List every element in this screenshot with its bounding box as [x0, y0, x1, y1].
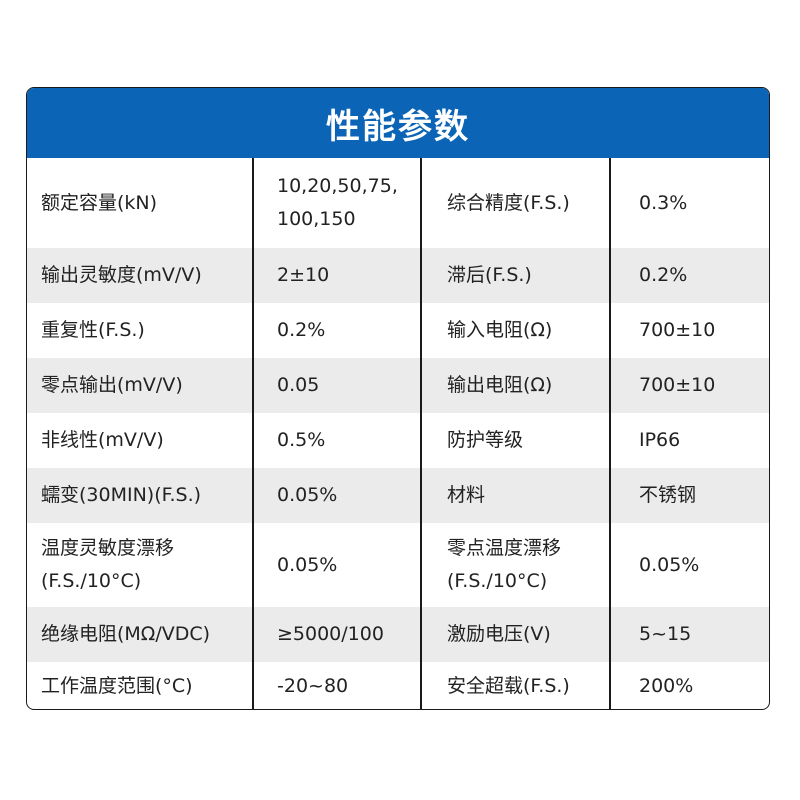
- spec-value: 200%: [639, 675, 694, 697]
- table-row: 温度灵敏度漂移 (F.S./10°C) 0.05% 零点温度漂移 (F.S./1…: [27, 523, 769, 607]
- spec-label: 绝缘电阻(MΩ/VDC): [41, 623, 211, 645]
- spec-label: 输出电阻(Ω): [447, 374, 553, 396]
- table-row: 蠕变(30MIN)(F.S.) 0.05% 材料 不锈钢: [27, 468, 769, 523]
- table-row: 额定容量(kN) 10,20,50,75, 100,150 综合精度(F.S.)…: [27, 158, 769, 248]
- spec-value: 0.3%: [639, 191, 688, 214]
- spec-label: 零点温度漂移 (F.S./10°C): [447, 537, 562, 592]
- spec-value: 2±10: [277, 264, 330, 286]
- spec-label: 输入电阻(Ω): [447, 319, 553, 341]
- spec-label: 安全超载(F.S.): [447, 675, 570, 697]
- spec-value: 0.05%: [277, 553, 338, 576]
- spec-value: 700±10: [639, 319, 716, 341]
- spec-value: ≥5000/100: [277, 623, 384, 645]
- spec-label: 重复性(F.S.): [41, 319, 145, 341]
- spec-value: 0.5%: [277, 429, 326, 451]
- spec-value: 0.05%: [639, 553, 700, 576]
- table-row: 输出灵敏度(mV/V) 2±10 滞后(F.S.) 0.2%: [27, 248, 769, 303]
- spec-table-card: 性能参数 额定容量(kN) 10,20,50,75, 100,150 综合精度(…: [26, 87, 770, 710]
- column-divider: [252, 158, 254, 709]
- spec-label: 零点输出(mV/V): [41, 374, 183, 396]
- spec-value: 700±10: [639, 374, 716, 396]
- spec-value: 不锈钢: [639, 484, 697, 506]
- spec-label: 材料: [447, 484, 486, 506]
- spec-value: IP66: [639, 429, 681, 451]
- spec-label: 防护等级: [447, 429, 524, 451]
- column-divider: [420, 158, 422, 709]
- spec-value: -20~80: [277, 675, 349, 697]
- spec-value: 0.2%: [639, 264, 688, 286]
- spec-value: 0.2%: [277, 319, 326, 341]
- spec-value: 0.05: [277, 374, 320, 396]
- spec-label: 蠕变(30MIN)(F.S.): [41, 484, 202, 506]
- table-title: 性能参数: [326, 106, 470, 147]
- spec-label: 激励电压(V): [447, 623, 551, 645]
- spec-value: 0.05%: [277, 484, 338, 506]
- table-row: 绝缘电阻(MΩ/VDC) ≥5000/100 激励电压(V) 5~15: [27, 607, 769, 662]
- spec-label: 综合精度(F.S.): [447, 191, 570, 214]
- spec-value: 10,20,50,75, 100,150: [277, 175, 398, 230]
- spec-label: 温度灵敏度漂移 (F.S./10°C): [41, 537, 175, 592]
- table-row: 非线性(mV/V) 0.5% 防护等级 IP66: [27, 413, 769, 468]
- spec-value: 5~15: [639, 623, 692, 645]
- spec-label: 输出灵敏度(mV/V): [41, 264, 202, 286]
- table-row: 零点输出(mV/V) 0.05 输出电阻(Ω) 700±10: [27, 358, 769, 413]
- spec-label: 额定容量(kN): [41, 191, 158, 214]
- spec-label: 工作温度范围(°C): [41, 675, 193, 697]
- spec-label: 非线性(mV/V): [41, 429, 164, 451]
- table-row: 重复性(F.S.) 0.2% 输入电阻(Ω) 700±10: [27, 303, 769, 358]
- column-divider: [609, 158, 611, 709]
- table-row: 工作温度范围(°C) -20~80 安全超载(F.S.) 200%: [27, 662, 769, 709]
- spec-label: 滞后(F.S.): [447, 264, 532, 286]
- table-header: 性能参数: [27, 88, 769, 158]
- spec-grid: 额定容量(kN) 10,20,50,75, 100,150 综合精度(F.S.)…: [27, 158, 769, 709]
